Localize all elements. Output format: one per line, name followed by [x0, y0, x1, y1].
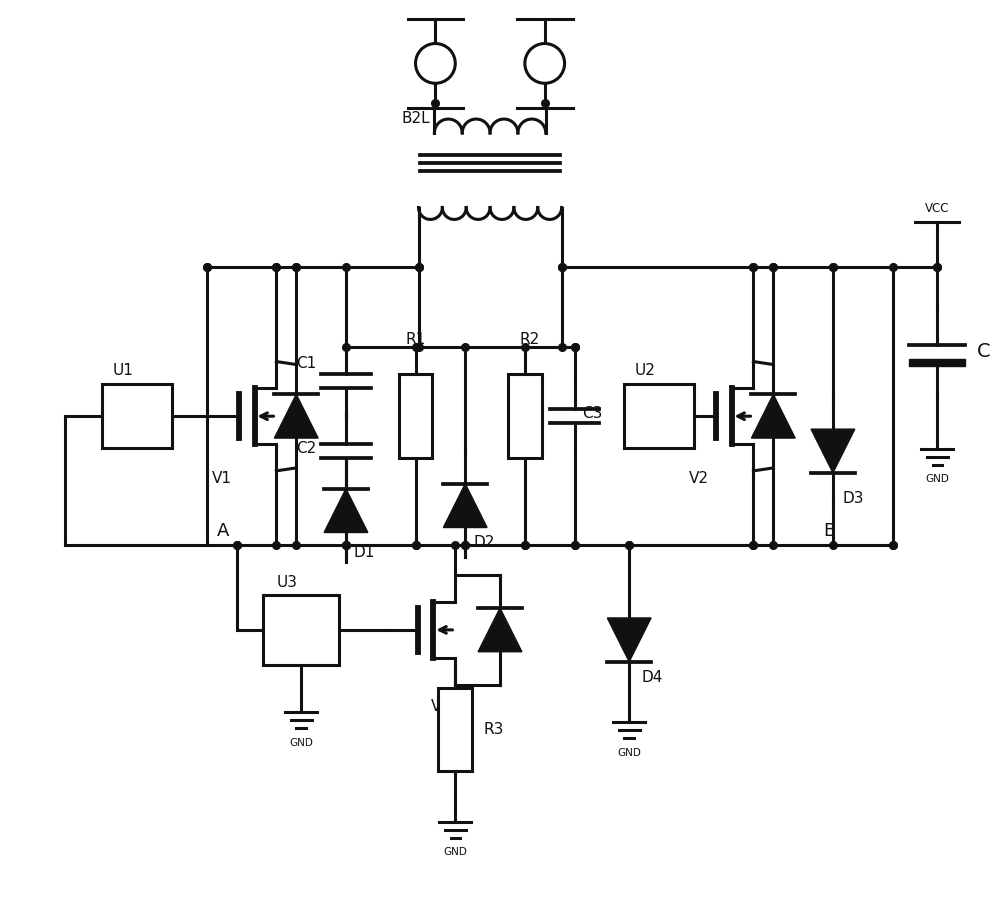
Polygon shape [751, 395, 795, 438]
Text: C3: C3 [582, 406, 603, 421]
Text: C2: C2 [296, 441, 317, 456]
Text: V2: V2 [689, 471, 709, 486]
Polygon shape [274, 395, 318, 438]
Text: GND: GND [289, 738, 313, 748]
Text: V1: V1 [212, 471, 232, 486]
Text: U1: U1 [112, 363, 133, 378]
Polygon shape [811, 429, 855, 473]
Text: U3: U3 [276, 575, 297, 590]
Text: A: A [217, 523, 229, 541]
Bar [438, 687, 472, 771]
Polygon shape [607, 618, 651, 661]
Text: U2: U2 [634, 363, 655, 378]
Text: GND: GND [443, 847, 467, 857]
Polygon shape [443, 484, 487, 527]
Text: R1: R1 [406, 332, 426, 347]
Polygon shape [478, 608, 522, 651]
Bar [399, 375, 432, 458]
Text: V3: V3 [430, 699, 451, 714]
Bar [624, 385, 694, 448]
Text: D3: D3 [843, 491, 864, 505]
Polygon shape [324, 488, 368, 532]
Text: C: C [977, 342, 991, 361]
Circle shape [416, 43, 455, 83]
Text: R2: R2 [520, 332, 540, 347]
Bar [102, 385, 172, 448]
Circle shape [525, 43, 565, 83]
Text: GND: GND [617, 748, 641, 758]
Bar [508, 375, 542, 458]
Text: B: B [823, 523, 835, 541]
Text: VCC: VCC [925, 203, 950, 215]
Text: B2L: B2L [402, 111, 430, 126]
Bar [263, 595, 339, 665]
Bar [909, 359, 965, 366]
Text: D2: D2 [473, 535, 495, 551]
Text: D4: D4 [641, 669, 662, 685]
Text: R3: R3 [483, 722, 503, 737]
Text: C1: C1 [296, 357, 317, 371]
Text: GND: GND [925, 475, 949, 485]
Text: D1: D1 [354, 545, 375, 560]
